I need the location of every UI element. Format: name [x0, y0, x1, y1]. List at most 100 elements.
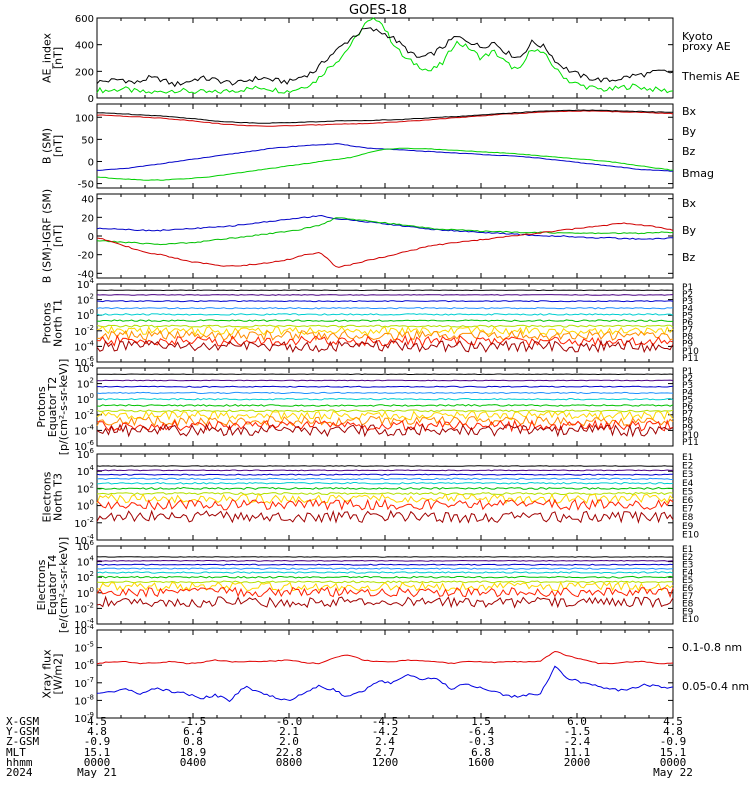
y-tick-label: 104 [77, 277, 95, 291]
y-tick-label: 100 [77, 499, 94, 513]
y-tick-label: 600 [75, 14, 94, 25]
series-line-e7 [96, 491, 674, 496]
series-line-0-1-0-8-nm [96, 650, 674, 665]
footer-value: 6.8 [471, 746, 491, 759]
series-line-p4 [96, 391, 673, 395]
series-line-e6 [96, 486, 674, 490]
legend-label: E2 [682, 462, 693, 472]
legend-label: E2 [682, 553, 693, 563]
series-line-kyoto-proxy-ae [96, 17, 674, 94]
y-tick-label: 0 [88, 157, 94, 168]
legend-label: P8 [682, 417, 693, 427]
legend-label: Bx [682, 105, 697, 118]
series-line-e10 [96, 509, 674, 524]
y-tick-label: 100 [77, 308, 94, 322]
legend-label: Bx [682, 197, 697, 210]
legend-label: E5 [682, 487, 693, 497]
legend-label: Bmag [682, 167, 714, 180]
y-tick-label: 106 [77, 539, 95, 553]
y-tick-label: 10-6 [74, 658, 94, 672]
footer-value: 22.8 [276, 746, 303, 759]
series-line-p7 [96, 324, 674, 328]
y-tick-label: 10-2 [74, 324, 94, 338]
series-line-e5 [96, 481, 674, 485]
legend-label: E3 [682, 470, 693, 480]
series-line-p6 [96, 404, 674, 407]
y-tick-label: 102 [77, 377, 94, 391]
y-tick-label: 10-4 [74, 423, 94, 437]
footer-value: 0000 [660, 756, 687, 769]
footer-value: 4.8 [663, 725, 683, 738]
footer-value: -4.5 [372, 715, 399, 728]
series-line-e9 [96, 498, 674, 511]
footer-value: 0400 [180, 756, 207, 769]
panel-frame [96, 545, 674, 625]
panel-bigrf: -40 -20 0 20 40 B (SM)-IGRF (SM)[nT] Bx By Bz [41, 189, 697, 283]
legend-label: P6 [682, 318, 693, 328]
y-axis-label: Xray flux[W/m2] [41, 649, 65, 699]
series-line-e4 [96, 567, 674, 570]
series-line-e6 [96, 575, 674, 579]
orbit-footer: X-GSMY-GSMZ-GSMMLThhmm20244.54.8-0.915.1… [6, 715, 693, 779]
footer-value: 2.4 [375, 735, 395, 748]
y-tick-label: 100 [77, 586, 94, 600]
y-tick-label: -50 [78, 180, 94, 191]
series-line-themis-ae [96, 27, 674, 88]
legend-label: P7 [682, 410, 693, 420]
series-line-bz [96, 222, 674, 268]
legend-label: E10 [682, 615, 699, 625]
y-axis-label: ElectronsNorth T3 [41, 471, 65, 522]
legend-label: P5 [682, 311, 693, 321]
footer-value: 15.1 [84, 746, 111, 759]
legend-label: P1 [682, 283, 693, 293]
footer-row-label: MLT [6, 746, 26, 759]
series-line-e5 [96, 571, 674, 574]
series-line-p8 [96, 325, 674, 337]
footer-value: 1600 [468, 756, 495, 769]
series-line-e4 [96, 477, 674, 481]
legend-label: E8 [682, 513, 694, 523]
series-line-e8 [96, 493, 674, 505]
series-line-e10 [96, 595, 674, 609]
series-line-e2 [96, 469, 674, 472]
legend-label: E1 [682, 453, 693, 463]
legend-label: E4 [682, 568, 694, 578]
legend-label: E8 [682, 600, 694, 610]
footer-value: -4.2 [372, 725, 399, 738]
legend-label: P3 [682, 381, 693, 391]
panel-frame [96, 193, 674, 279]
legend-label: Bz [682, 145, 696, 158]
legend-label: P7 [682, 326, 693, 336]
legend-label: E9 [682, 522, 694, 532]
series-line-p3 [96, 300, 674, 303]
legend-label: P6 [682, 402, 693, 412]
series-line-p4 [96, 307, 674, 310]
y-tick-label: 200 [75, 67, 94, 78]
y-axis-label: AE_index[nT] [41, 32, 65, 83]
footer-value: 11.1 [564, 746, 591, 759]
footer-value: -2.4 [564, 735, 591, 748]
legend-label: P2 [682, 374, 693, 384]
series-line-p2 [96, 379, 674, 382]
y-axis-label: ProtonsNorth T1 [41, 299, 65, 347]
panel-frame [96, 629, 674, 719]
y-tick-label: 20 [81, 213, 94, 224]
legend-label: P2 [682, 290, 693, 300]
y-tick-label: 100 [77, 392, 94, 406]
y-tick-label: 104 [77, 464, 95, 478]
y-tick-label: 50 [81, 135, 94, 146]
footer-value: 4.5 [663, 715, 683, 728]
footer-value: 6.4 [183, 725, 203, 738]
footer-value: May 22 [653, 766, 693, 779]
legend-label: 0.1-0.8 nm [682, 641, 742, 654]
y-tick-label: 10-8 [74, 693, 94, 707]
footer-value: -6.0 [276, 715, 303, 728]
y-tick-label: 10-5 [74, 641, 94, 655]
footer-value: 0800 [276, 756, 303, 769]
series-line-p11 [96, 423, 674, 438]
series-line-p11 [96, 339, 674, 354]
panel-frame [96, 103, 674, 189]
